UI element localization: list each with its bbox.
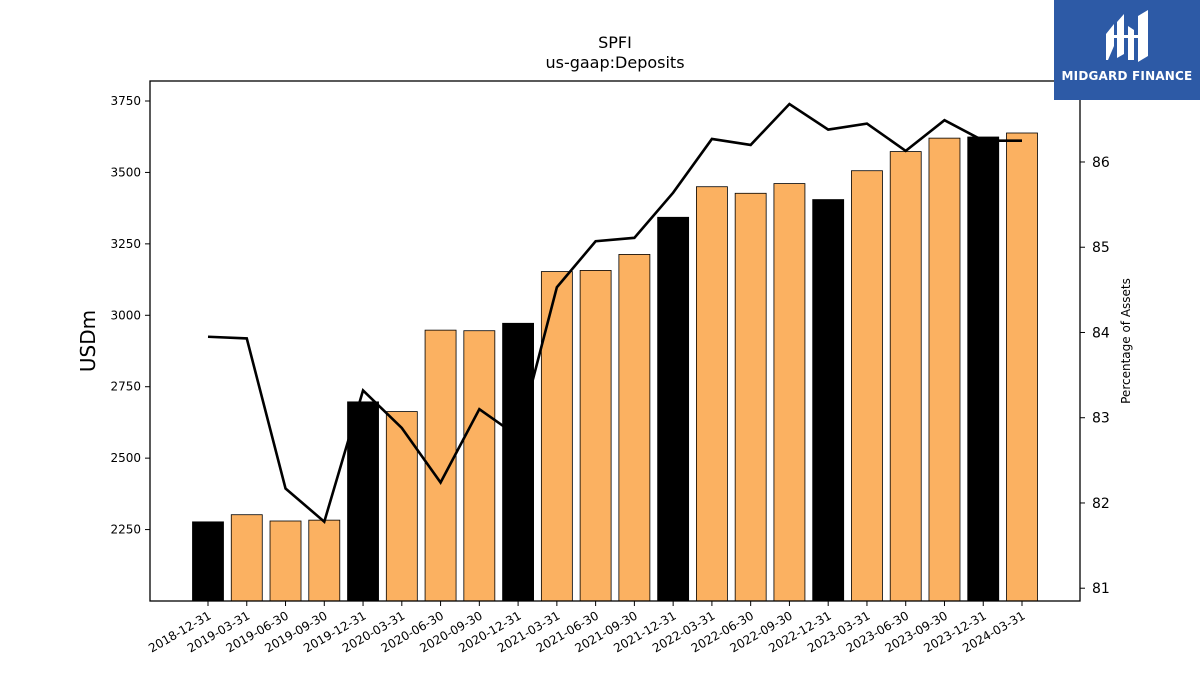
y2-axis-label: Percentage of Assets: [1119, 278, 1133, 404]
bar-2022-09-30: [773, 183, 806, 602]
y-tick-label: 3750: [110, 94, 141, 108]
y2-tick-label: 84: [1092, 325, 1110, 341]
y2-tick-label: 82: [1092, 496, 1110, 512]
bar-2019-06-30: [269, 520, 302, 602]
y2-tick-label: 85: [1092, 240, 1110, 256]
bar-2024-03-31: [1006, 132, 1038, 602]
bar-2022-03-31: [696, 186, 728, 602]
bar-2023-09-30: [928, 137, 961, 602]
bar-2019-03-31: [230, 514, 263, 602]
bar-2018-12-31: [192, 521, 224, 602]
bar-2021-03-31: [540, 271, 573, 602]
y-tick-label: 3000: [110, 308, 141, 322]
bar-2020-03-31: [385, 411, 418, 602]
bar-2019-09-30: [308, 519, 341, 602]
bar-2023-03-31: [851, 170, 883, 602]
x-axis: 2018-12-312019-03-312019-06-302019-09-30…: [146, 601, 1028, 655]
chart-subtitle: us-gaap:Deposits: [545, 53, 684, 72]
bar-2020-09-30: [463, 330, 496, 602]
bar-2023-06-30: [889, 151, 922, 602]
brand-logo: MIDGARD FINANCE: [1054, 0, 1200, 100]
y-axis-label: USDm: [76, 310, 100, 372]
bar-2022-12-31: [812, 199, 845, 602]
y-tick-label: 3500: [110, 165, 141, 179]
line-series: [207, 102, 1022, 525]
y-tick-label: 3250: [110, 237, 141, 251]
y2-tick-label: 81: [1092, 581, 1110, 597]
bar-2021-12-31: [657, 216, 690, 602]
y2-tick-label: 83: [1092, 411, 1110, 427]
y-tick-label: 2750: [110, 380, 141, 394]
bar-2021-06-30: [579, 270, 612, 602]
plot-frame: [149, 80, 1081, 602]
bar-2023-12-31: [967, 136, 1000, 602]
y-axis-right: 81 82 83 84 85 86: [1080, 155, 1110, 597]
percentage-line: [207, 102, 1022, 525]
y-tick-label: 2250: [110, 523, 141, 537]
chart-title: SPFI: [598, 33, 632, 52]
bars: [192, 132, 1038, 602]
bar-2022-06-30: [734, 192, 767, 602]
y2-tick-label: 86: [1092, 155, 1110, 171]
y-axis-left: 2250 2500 2750 3000 3250 3500 3750: [110, 94, 150, 537]
bar-2020-12-31: [502, 322, 534, 602]
bar-2019-12-31: [347, 401, 379, 602]
bar-2021-09-30: [618, 254, 651, 602]
logo-mark-icon: [1106, 10, 1148, 62]
y-tick-label: 2500: [110, 451, 141, 465]
logo-text: MIDGARD FINANCE: [1061, 69, 1193, 83]
